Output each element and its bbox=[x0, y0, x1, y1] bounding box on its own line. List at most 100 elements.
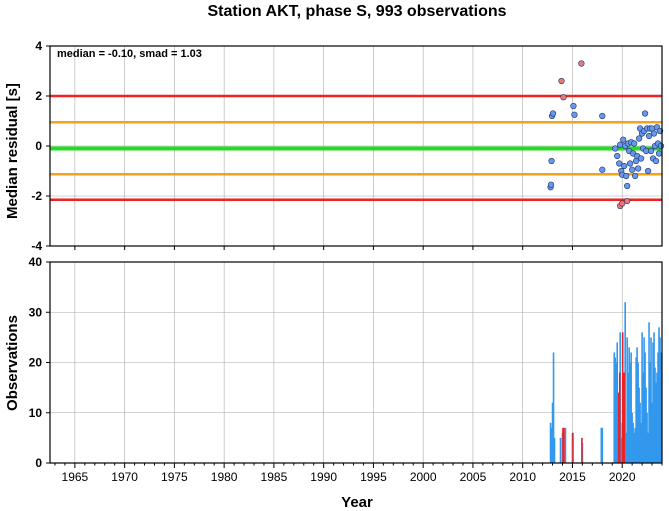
observation-bar bbox=[630, 352, 632, 463]
x-tick-label: 1970 bbox=[111, 470, 138, 484]
x-tick-label: 2020 bbox=[609, 470, 636, 484]
residual-y-tick-label: -4 bbox=[31, 239, 42, 253]
residual-point bbox=[624, 182, 631, 190]
observation-bar bbox=[600, 427, 603, 463]
residual-point bbox=[627, 160, 634, 167]
observation-bar bbox=[649, 362, 651, 463]
residual-point bbox=[641, 110, 649, 117]
residual-point bbox=[599, 166, 606, 173]
observation-bar bbox=[601, 427, 604, 463]
observation-bar bbox=[633, 432, 635, 463]
x-tick-label: 1980 bbox=[211, 470, 238, 484]
observations-y-axis-label: Observations bbox=[4, 315, 21, 411]
observation-bar bbox=[562, 427, 564, 463]
observation-bar bbox=[564, 427, 567, 463]
observation-bar bbox=[636, 347, 638, 463]
observation-bar bbox=[655, 382, 657, 463]
observations-y-tick-label: 10 bbox=[29, 406, 43, 420]
observation-bar bbox=[654, 367, 656, 463]
residual-point bbox=[652, 157, 660, 165]
observation-bar bbox=[623, 372, 625, 463]
residual-point bbox=[638, 155, 645, 162]
observation-bar bbox=[618, 372, 621, 463]
observation-bar bbox=[638, 387, 640, 463]
residual-point bbox=[644, 167, 652, 175]
observation-bar bbox=[651, 402, 653, 463]
observation-bar bbox=[572, 432, 574, 463]
residual-point bbox=[549, 110, 557, 117]
observation-bar bbox=[658, 327, 660, 463]
observation-bar bbox=[617, 392, 620, 463]
observation-bar bbox=[644, 352, 646, 463]
residual-point bbox=[657, 142, 665, 150]
residual-point bbox=[624, 197, 631, 205]
observation-bar bbox=[628, 347, 630, 463]
residual-point bbox=[616, 160, 623, 167]
observation-bar bbox=[627, 372, 629, 463]
residual-point bbox=[619, 200, 626, 207]
residual-point bbox=[570, 102, 577, 110]
observation-bar bbox=[639, 402, 641, 463]
observations-y-tick-label: 30 bbox=[29, 305, 43, 319]
observation-bar bbox=[634, 427, 636, 463]
residual-point bbox=[560, 94, 567, 101]
observation-bar bbox=[553, 437, 556, 463]
residual-y-tick-label: 0 bbox=[35, 139, 42, 153]
observation-bar bbox=[563, 427, 565, 463]
residual-y-tick-label: 4 bbox=[35, 39, 42, 53]
observation-bar bbox=[616, 342, 619, 463]
observations-y-tick-label: 0 bbox=[35, 456, 42, 470]
chart-title: Station AKT, phase S, 993 observations bbox=[207, 3, 506, 20]
observation-bar bbox=[660, 352, 662, 463]
x-tick-label: 1995 bbox=[360, 470, 387, 484]
residual-y-axis-label: Median residual [s] bbox=[4, 83, 21, 219]
residual-point bbox=[647, 147, 655, 155]
observation-bar bbox=[635, 357, 637, 463]
observation-bar bbox=[653, 332, 655, 463]
residual-point bbox=[623, 172, 630, 180]
observation-bar bbox=[632, 422, 634, 463]
observation-bar bbox=[551, 402, 554, 463]
residual-point bbox=[631, 140, 638, 147]
residual-point bbox=[612, 145, 619, 152]
observation-bar bbox=[626, 337, 628, 463]
observation-bar bbox=[549, 422, 552, 463]
x-tick-label: 1965 bbox=[62, 470, 89, 484]
observation-bar bbox=[552, 352, 555, 463]
x-tick-label: 2010 bbox=[509, 470, 536, 484]
x-axis-label: Year bbox=[341, 494, 373, 511]
observation-bar bbox=[624, 302, 626, 463]
residual-point bbox=[650, 130, 658, 137]
observation-bar bbox=[550, 427, 553, 463]
observation-bar bbox=[640, 422, 642, 463]
residual-point bbox=[578, 60, 585, 67]
residual-point bbox=[620, 136, 627, 143]
x-tick-label: 2005 bbox=[460, 470, 487, 484]
residual-point bbox=[629, 166, 636, 173]
residual-point bbox=[571, 111, 578, 118]
observation-bar bbox=[659, 337, 661, 463]
residual-point bbox=[599, 112, 606, 120]
observation-bar bbox=[642, 372, 644, 463]
residual-point bbox=[635, 165, 642, 172]
residual-point bbox=[645, 132, 653, 140]
residual-point bbox=[632, 172, 639, 180]
observation-bar bbox=[641, 332, 643, 463]
residual-point bbox=[548, 157, 555, 165]
observations-y-tick-label: 40 bbox=[29, 255, 43, 269]
observation-bar bbox=[621, 332, 624, 463]
observation-bar bbox=[613, 352, 616, 463]
observation-bar bbox=[629, 362, 631, 463]
residual-point bbox=[636, 135, 643, 142]
x-tick-label: 2015 bbox=[559, 470, 586, 484]
observation-bar bbox=[559, 437, 562, 463]
observation-bar bbox=[625, 432, 627, 463]
observation-bar bbox=[657, 352, 659, 463]
observation-bar bbox=[656, 372, 658, 463]
residual-panel: 4 2 0 -2 -4 bbox=[31, 39, 665, 253]
median-smad-annotation: median = -0.10, smad = 1.03 bbox=[57, 48, 202, 60]
observation-bar bbox=[631, 412, 633, 463]
observations-y-tick-label: 20 bbox=[29, 356, 43, 370]
